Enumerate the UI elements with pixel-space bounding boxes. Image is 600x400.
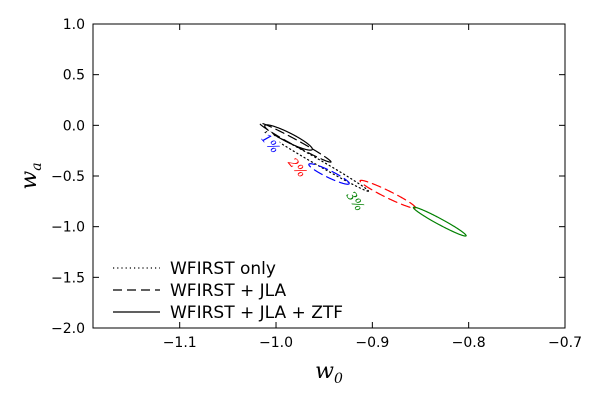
x-tick-label: −1.0: [259, 335, 293, 351]
x-axis-ticks: −1.1 −1.0 −0.9 −0.8 −0.7: [163, 24, 582, 351]
contour-label-bg: [257, 130, 284, 158]
contour-level-4: [359, 179, 417, 209]
contour-label-bg: [342, 187, 368, 215]
contour-label-bg: [284, 154, 311, 182]
y-tick-label: 0.5: [63, 68, 85, 84]
legend-label: WFIRST + JLA + ZTF: [170, 303, 343, 323]
contour-level-5: [412, 206, 467, 237]
contour-wfirst-jla: [258, 122, 332, 163]
contour-wfirst-only: [263, 130, 370, 192]
x-tick-label: −1.1: [163, 335, 197, 351]
y-tick-label: −1.0: [51, 220, 85, 236]
x-axis-label-main: w: [315, 359, 334, 384]
y-axis-ticks: 1.0 0.5 0.0 −0.5 −1.0 −1.5 −2.0: [51, 17, 565, 337]
x-tick-label: −0.8: [452, 335, 486, 351]
contour-layer: [258, 122, 467, 237]
legend-label: WFIRST only: [170, 259, 276, 279]
y-axis-label-subscript: a: [29, 162, 45, 170]
contour-wfirst-jla-ztf: [264, 124, 313, 151]
y-tick-label: −1.5: [51, 270, 85, 286]
x-axis-label-subscript: 0: [334, 371, 343, 387]
x-tick-label: −0.9: [355, 335, 389, 351]
y-axis-label-main: w: [17, 171, 42, 190]
y-tick-label: 1.0: [63, 17, 85, 33]
y-tick-label: −0.5: [51, 169, 85, 185]
y-axis-label: wa: [17, 162, 45, 189]
x-tick-label: −0.7: [548, 335, 582, 351]
y-tick-label: 0.0: [63, 118, 85, 134]
legend-label: WFIRST + JLA: [170, 281, 287, 301]
contour-level-3: [308, 163, 350, 185]
x-axis-label: w0: [315, 359, 343, 387]
y-tick-label: −2.0: [51, 321, 85, 337]
